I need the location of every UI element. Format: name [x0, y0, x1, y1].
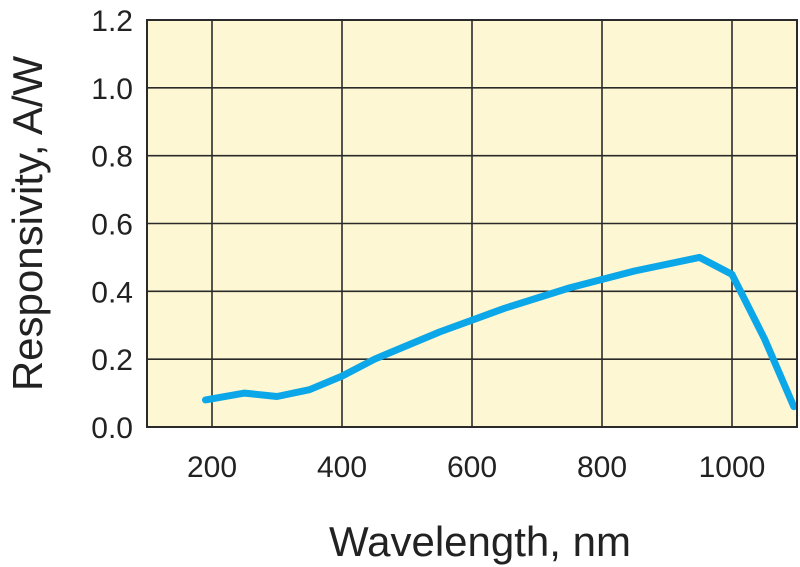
y-tick-label: 0.8: [91, 141, 133, 174]
y-tick-label: 0.2: [91, 344, 133, 377]
y-tick-label: 1.2: [91, 5, 133, 38]
y-tick-label: 1.0: [91, 73, 133, 106]
plot-frame: [146, 19, 798, 428]
x-tick-label: 400: [317, 451, 367, 484]
x-tick-label: 1000: [699, 451, 766, 484]
y-tick-label: 0.0: [91, 412, 133, 445]
y-tick-label: 0.4: [91, 276, 133, 309]
x-axis-label: Wavelength, nm: [329, 518, 631, 565]
x-tick-label: 200: [187, 451, 237, 484]
series-line: [202, 253, 798, 411]
grid-lines: [147, 19, 797, 428]
x-tick-label: 800: [577, 451, 627, 484]
y-axis-label: Responsivity, A/W: [4, 55, 51, 391]
tick-labels: 200 400 600 800 1000 0.0 0.2 0.4 0.6 0.8 1.0 1.2: [91, 5, 765, 484]
y-tick-label: 0.6: [91, 209, 133, 242]
x-tick-label: 600: [447, 451, 497, 484]
